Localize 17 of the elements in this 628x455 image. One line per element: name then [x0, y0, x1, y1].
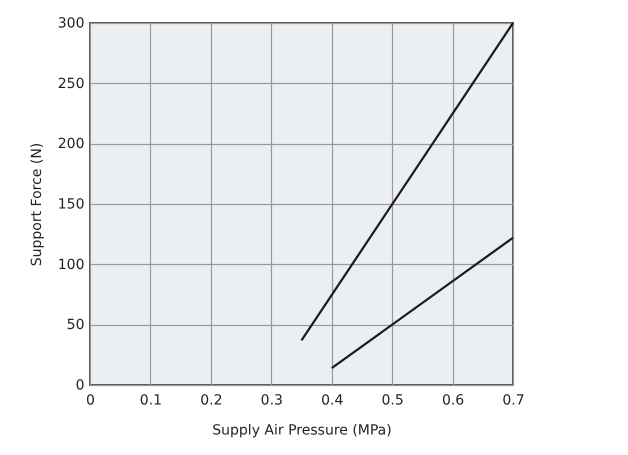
y-tick-label: 300 [58, 16, 84, 32]
x-tick-label: 0.6 [442, 392, 464, 408]
x-tick-label: 0.5 [382, 392, 404, 408]
y-tick-label: 250 [58, 76, 84, 92]
x-tick-label: 0.2 [200, 392, 222, 408]
y-tick-label: 0 [76, 378, 84, 394]
x-tick-label: 0.3 [260, 392, 283, 408]
x-tick-label: 0.4 [321, 392, 344, 408]
y-tick-label: 150 [58, 196, 84, 212]
x-tick-label: 0 [86, 392, 95, 408]
y-tick-label: 100 [58, 256, 84, 273]
y-tick-label: 200 [58, 136, 84, 152]
x-tick-label: 0.7 [502, 392, 525, 408]
x-axis-title: Supply Air Pressure (MPa) [212, 422, 392, 438]
y-tick-label: 50 [66, 317, 84, 334]
x-tick-label: 0.1 [140, 392, 162, 408]
y-axis-title: Support Force (N) [28, 142, 45, 266]
